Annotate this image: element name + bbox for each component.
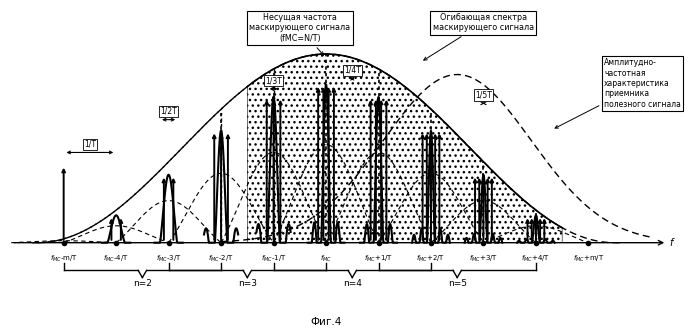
Text: $f_{МС}$+4/T: $f_{МС}$+4/T	[521, 254, 551, 264]
Text: 1/4T: 1/4T	[344, 66, 361, 75]
Text: $f_{МС}$-2/T: $f_{МС}$-2/T	[208, 254, 234, 264]
Text: 1/T: 1/T	[84, 140, 96, 149]
Text: $f_{МС}$+m/T: $f_{МС}$+m/T	[572, 254, 604, 264]
Text: $f_{МС}$-3/T: $f_{МС}$-3/T	[156, 254, 181, 264]
Text: n=2: n=2	[133, 279, 151, 288]
Text: 1/5T: 1/5T	[475, 90, 492, 100]
Text: Несущая частота
маскирующего сигнала
(fМС=N/T): Несущая частота маскирующего сигнала (fМ…	[249, 13, 350, 55]
Text: $f_{МС}$-m/T: $f_{МС}$-m/T	[50, 254, 77, 264]
Text: $f_{МС}$: $f_{МС}$	[320, 254, 332, 264]
Text: 1/3T: 1/3T	[265, 76, 282, 85]
Text: $f_{МС}$+3/T: $f_{МС}$+3/T	[469, 254, 498, 264]
Text: $f_{МС}$-1/T: $f_{МС}$-1/T	[260, 254, 286, 264]
Text: n=3: n=3	[238, 279, 257, 288]
Text: Огибающая спектра
маскирующего сигнала: Огибающая спектра маскирующего сигнала	[424, 13, 534, 60]
Text: f: f	[669, 238, 673, 248]
Text: Фиг.4: Фиг.4	[311, 316, 342, 326]
Text: n=5: n=5	[447, 279, 467, 288]
Text: n=4: n=4	[343, 279, 362, 288]
Text: 1/2T: 1/2T	[161, 107, 177, 116]
Text: Амплитудно-
частотная
характеристика
приемника
полезного сигнала: Амплитудно- частотная характеристика при…	[555, 58, 681, 128]
Text: $f_{МС}$-4/T: $f_{МС}$-4/T	[103, 254, 129, 264]
Text: $f_{МС}$+1/T: $f_{МС}$+1/T	[364, 254, 393, 264]
Text: $f_{МС}$+2/T: $f_{МС}$+2/T	[417, 254, 445, 264]
